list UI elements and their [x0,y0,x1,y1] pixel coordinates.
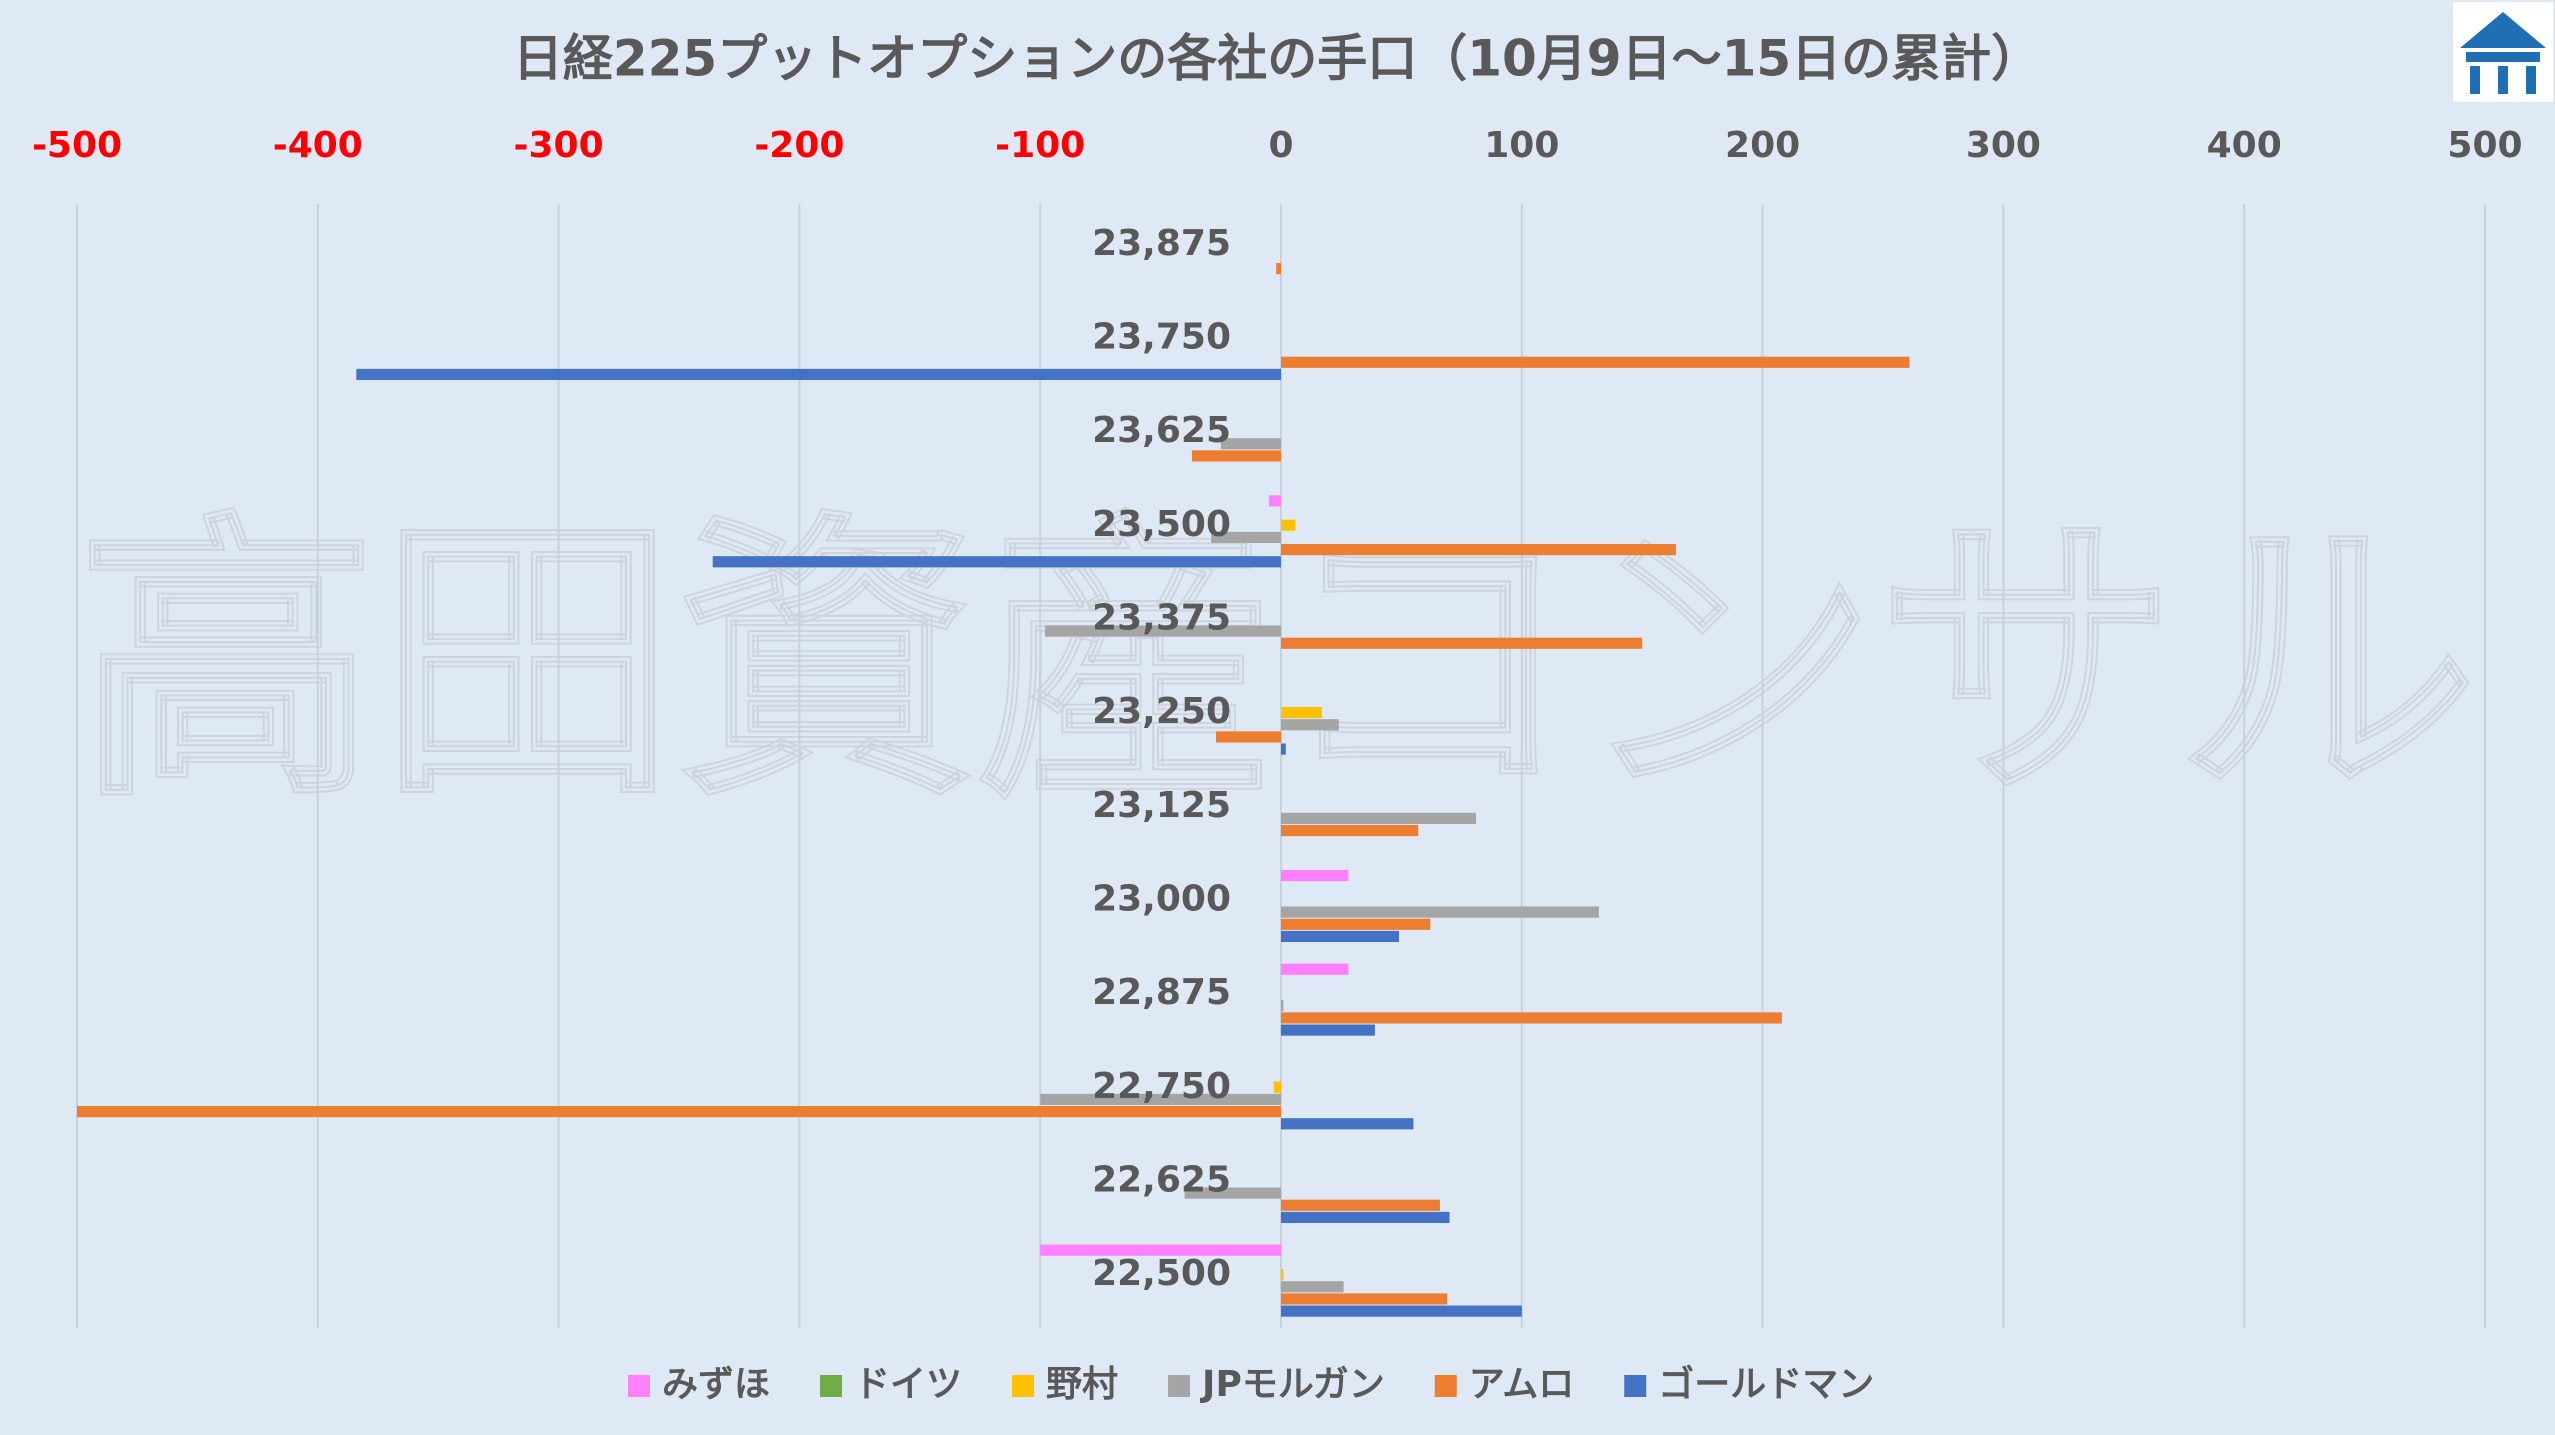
y-tick-label: 22,625 [1092,1160,1231,1201]
bar [1281,930,1399,943]
y-tick-label: 23,375 [1092,598,1231,639]
bar [1211,531,1281,544]
legend-swatch [1434,1375,1457,1397]
bar [1281,743,1286,755]
bar [1184,1187,1281,1199]
logo [2453,2,2553,102]
bar [1281,825,1419,837]
legend-label: アムロ [1469,1364,1574,1405]
bar [1281,812,1477,825]
legend-swatch [628,1375,650,1397]
bar [712,556,1281,568]
legend-label: みずほ [662,1364,770,1405]
y-tick-label: 22,500 [1092,1253,1231,1294]
bar [1281,1012,1782,1024]
bar [1281,1024,1375,1036]
x-tick-label: 300 [1966,125,2041,166]
bar [1268,495,1281,507]
bar [1281,719,1339,731]
legend-swatch [820,1375,843,1397]
bar [1215,731,1281,743]
bar [1281,1293,1448,1305]
legend-swatch [1012,1375,1035,1397]
y-tick-label: 23,125 [1092,785,1231,826]
legend-label: ゴールドマン [1658,1363,1874,1405]
x-tick-label: -500 [32,125,122,166]
bar [1281,1268,1284,1281]
x-tick-label: -400 [273,125,363,166]
bar [1281,1118,1414,1130]
bar [1281,963,1349,975]
bar [1281,356,1910,368]
x-tick-label: 400 [2207,125,2282,166]
x-tick-label: 200 [1725,125,1800,166]
y-tick-label: 23,875 [1092,223,1231,264]
bar [1273,1081,1281,1093]
watermark: 高田資産コンサル [77,488,2477,837]
bar [1040,1244,1281,1256]
bar [77,1106,1281,1118]
legend-label: JPモルガン [1199,1364,1385,1405]
x-tick-label: -200 [754,125,844,166]
chart-title: 日経225プットオプションの各社の手口（10月9日～15日の累計） [513,30,2041,88]
x-tick-label: 500 [2447,125,2522,166]
bar [1281,918,1431,930]
legend-label: ドイツ [854,1364,962,1405]
x-tick-label: 0 [1268,125,1293,166]
bar [1281,706,1322,719]
y-tick-label: 23,500 [1092,504,1231,545]
bar [1281,637,1643,649]
bar [1045,625,1281,637]
bar [1281,1199,1440,1211]
legend-label: 野村 [1046,1364,1118,1405]
bar [1276,263,1281,275]
x-tick-label: 100 [1484,125,1559,166]
x-tick-label: -100 [995,125,1085,166]
y-tick-label: 23,625 [1092,410,1231,451]
legend-swatch [1624,1375,1647,1397]
bar [1191,450,1281,462]
x-tick-label: -300 [514,125,604,166]
bar [1281,1000,1284,1012]
bar [1281,519,1296,531]
bar [1281,1211,1450,1224]
y-tick-label: 22,875 [1092,972,1231,1013]
bar [1281,906,1599,918]
bar [1281,1305,1522,1317]
bar [1040,1093,1281,1106]
y-tick-label: 22,750 [1092,1066,1231,1107]
y-tick-label: 23,250 [1092,691,1231,732]
bar [1281,869,1349,882]
bar [1220,438,1281,450]
y-tick-label: 23,750 [1092,317,1231,358]
y-tick-label: 23,000 [1092,879,1231,920]
legend-swatch [1168,1375,1191,1397]
bar [1281,544,1676,556]
bar [1281,1281,1344,1293]
bar [356,368,1281,381]
